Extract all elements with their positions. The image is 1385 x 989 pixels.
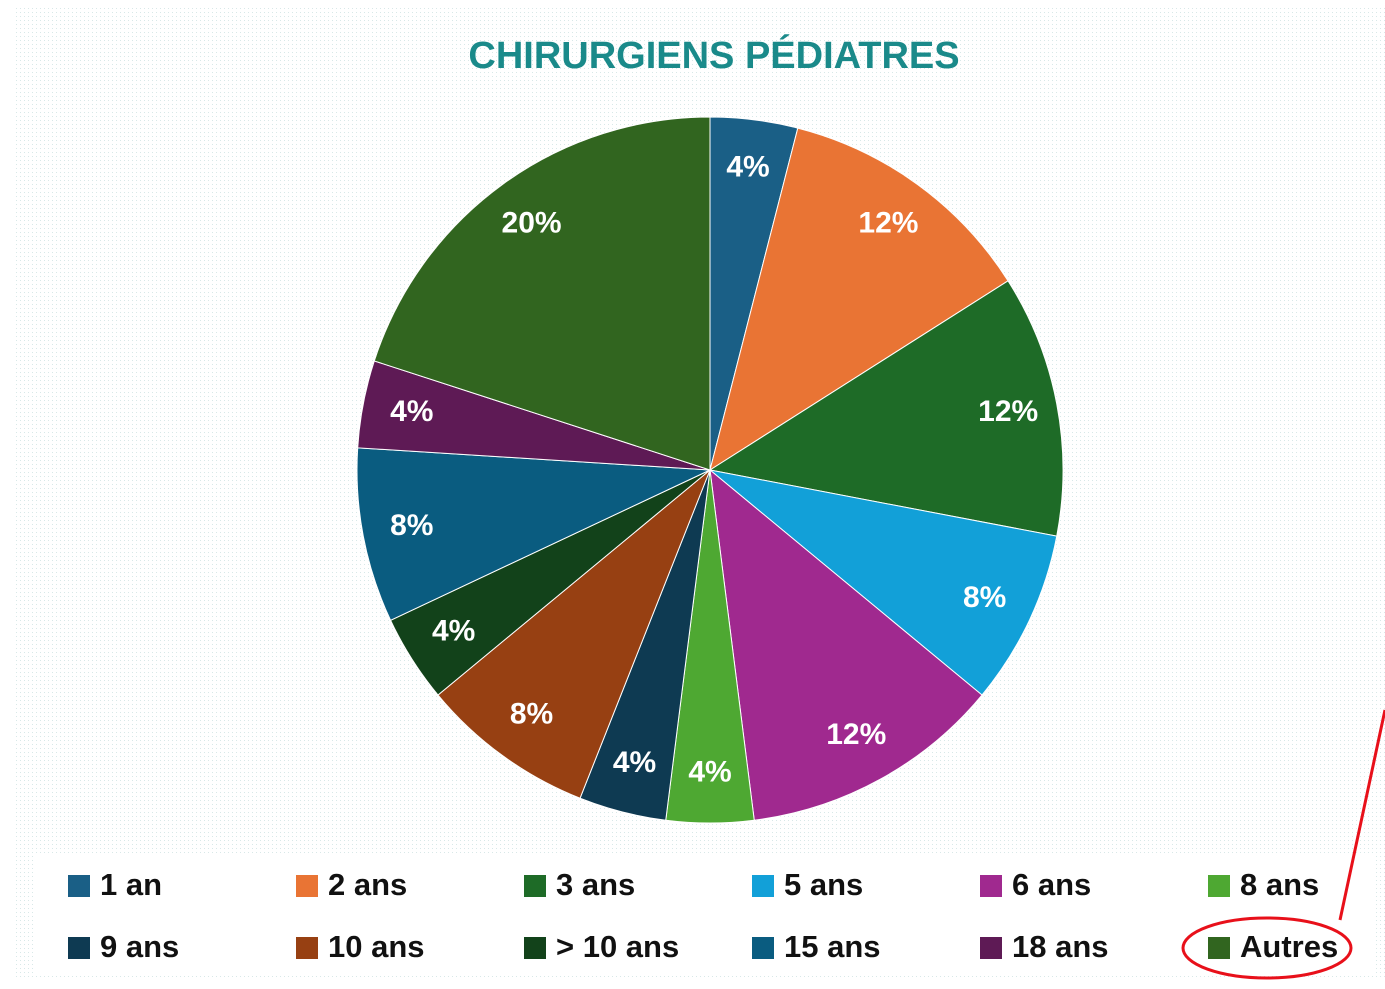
highlight-ellipse xyxy=(1181,916,1353,980)
legend-marker xyxy=(752,875,774,897)
data-label: 4% xyxy=(613,746,656,779)
pie-slice xyxy=(709,469,1058,696)
data-label: 20% xyxy=(502,206,562,239)
data-label: 4% xyxy=(390,395,433,428)
legend-marker xyxy=(980,875,1002,897)
data-label: 8% xyxy=(390,509,433,542)
legend-marker xyxy=(524,937,546,959)
legend-label: 8 ans xyxy=(1240,867,1319,902)
legend-marker xyxy=(296,875,318,897)
pie-slice xyxy=(708,280,1064,537)
legend-label: > 10 ans xyxy=(556,929,679,964)
legend-label: 6 ans xyxy=(1012,867,1091,902)
legend-label: 15 ans xyxy=(784,929,881,964)
legend-marker xyxy=(1208,875,1230,897)
data-label: 4% xyxy=(688,756,731,789)
chart-title: CHIRURGIENS PÉDIATRES xyxy=(468,33,959,77)
legend-label: Autres xyxy=(1240,929,1338,964)
legend-marker xyxy=(296,937,318,959)
legend-marker xyxy=(68,937,90,959)
legend-label: 5 ans xyxy=(784,867,863,902)
annotation-arrow xyxy=(1338,709,1385,921)
data-label: 8% xyxy=(963,581,1006,614)
legend-marker xyxy=(68,875,90,897)
pie-slice xyxy=(437,469,711,799)
data-label: 12% xyxy=(826,718,886,751)
data-label: 12% xyxy=(858,206,918,239)
pie-slice xyxy=(709,127,1009,472)
pie-slice xyxy=(709,468,983,821)
legend-marker xyxy=(524,875,546,897)
legend-label: 18 ans xyxy=(1012,929,1109,964)
pie: 4% 12% 12% 8% 12% 4% 4% 8% 4% 8% 4% 20% xyxy=(356,116,1064,824)
legend-label: 9 ans xyxy=(100,929,179,964)
pie-slice xyxy=(356,447,711,621)
legend-marker xyxy=(980,937,1002,959)
legend-label: 1 an xyxy=(100,867,162,902)
legend-label: 3 ans xyxy=(556,867,635,902)
legend-marker xyxy=(1208,937,1230,959)
data-label: 12% xyxy=(978,395,1038,428)
pie-slice xyxy=(373,116,711,471)
legend-background xyxy=(35,855,1375,975)
legend-label: 2 ans xyxy=(328,867,407,902)
data-label: 8% xyxy=(510,698,553,731)
legend-label: 10 ans xyxy=(328,929,425,964)
data-label: 4% xyxy=(726,151,769,184)
data-label: 4% xyxy=(432,615,475,648)
legend: 1 an 2 ans 3 ans 5 ans 6 ans 8 ans 9 ans 10 ans… xyxy=(68,867,1338,964)
legend-marker xyxy=(752,937,774,959)
